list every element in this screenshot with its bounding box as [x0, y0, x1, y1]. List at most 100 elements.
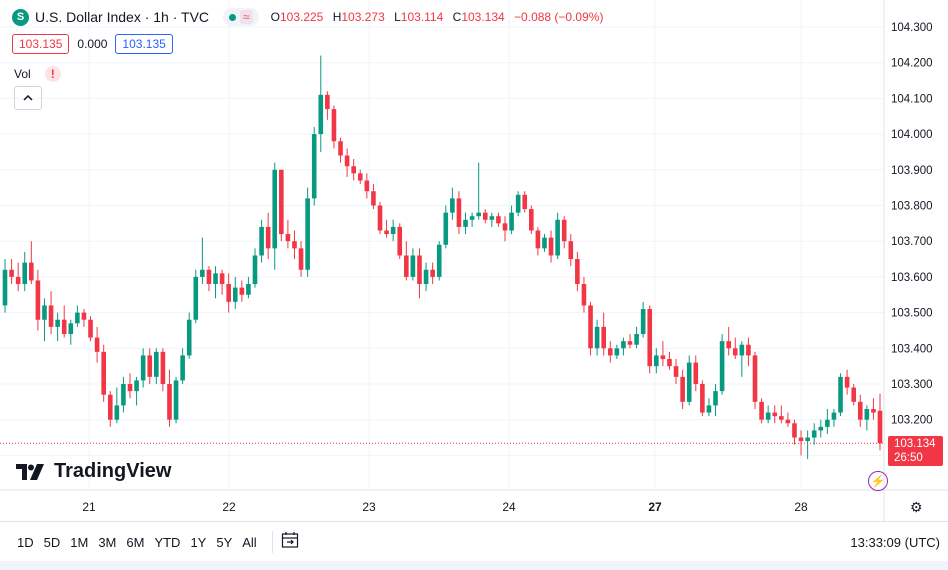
candle-body: [732, 348, 738, 356]
market-status-pill[interactable]: ≈: [223, 8, 259, 26]
candle-body: [706, 405, 712, 413]
candle-body: [147, 355, 153, 377]
timeframe-5y[interactable]: 5Y: [216, 534, 233, 550]
candle-body: [522, 194, 528, 210]
candle-body: [404, 255, 409, 277]
candle-body: [371, 191, 376, 206]
x-tick-label: 22: [222, 500, 236, 514]
ohlc-open-label: O: [270, 10, 280, 24]
timeframe-5d[interactable]: 5D: [43, 534, 61, 550]
candle-body: [785, 419, 791, 424]
candle-body: [752, 355, 758, 402]
y-tick-label: 103.800: [891, 201, 933, 213]
candle-body: [581, 284, 587, 306]
order-boxes: 103.135 0.000 103.135: [12, 34, 173, 54]
candle-body: [357, 173, 363, 181]
candle-body: [871, 408, 876, 413]
candle-body: [292, 241, 297, 249]
candle-body: [167, 384, 172, 420]
candle-body: [772, 412, 778, 417]
candle-body: [351, 166, 356, 174]
buy-price-box[interactable]: 103.135: [115, 34, 173, 54]
candle-body: [660, 355, 666, 360]
candle-body: [594, 326, 600, 349]
candle-body: [423, 269, 429, 285]
candle-body: [811, 430, 817, 438]
candle-body: [877, 410, 883, 444]
y-tick-label: 103.400: [891, 343, 933, 355]
candle-body: [338, 141, 343, 156]
ohlc-close-value: 103.134: [461, 10, 505, 24]
candle-body: [430, 269, 435, 277]
candle-body: [476, 212, 481, 217]
timeframe-1m[interactable]: 1M: [70, 534, 89, 550]
ohlc-readout: O103.225 H103.273 L103.114 C103.134 −0.0…: [271, 10, 610, 24]
timeframe-buttons: 1D 5D 1M 3M 6M YTD 1Y 5Y All: [12, 535, 262, 550]
volume-label[interactable]: Vol: [14, 67, 31, 81]
timeframe-1d[interactable]: 1D: [17, 534, 34, 550]
ohlc-high-label: H: [332, 10, 342, 24]
candle-body: [469, 216, 475, 220]
symbol-title[interactable]: U.S. Dollar Index · 1h · TVC: [35, 9, 210, 25]
x-tick-label: 21: [82, 500, 96, 514]
candle-body: [844, 376, 850, 388]
logo-text: TradingView: [54, 460, 172, 482]
symbol-logo-icon[interactable]: S: [12, 8, 29, 26]
candle-body: [502, 223, 508, 231]
calendar-goto-icon[interactable]: [281, 531, 299, 553]
candle-body: [397, 226, 403, 256]
candle-body: [75, 312, 80, 324]
candle-body: [305, 198, 310, 270]
candle-body: [693, 362, 699, 384]
candle-body: [173, 380, 179, 420]
tradingview-logo[interactable]: TradingView: [16, 460, 171, 483]
candle-body: [325, 94, 330, 110]
market-open-dot-icon: [229, 13, 237, 21]
candle-body: [548, 237, 554, 256]
chart-grid: [0, 0, 884, 490]
candle-body: [390, 226, 396, 235]
candle-body: [121, 384, 126, 406]
candle-body: [318, 94, 324, 135]
candle-body: [798, 437, 804, 442]
candle-body: [22, 262, 28, 285]
candle-body: [450, 198, 455, 213]
candle-body: [686, 362, 692, 402]
timeframe-all[interactable]: All: [242, 534, 257, 550]
candlestick-chart[interactable]: 104.300 104.200 104.100 104.000 103.900 103.8…: [0, 0, 948, 521]
candle-body: [94, 337, 100, 352]
timeframe-6m[interactable]: 6M: [126, 534, 145, 550]
ohlc-high-value: 103.273: [341, 10, 385, 24]
candle-body: [831, 412, 837, 420]
y-tick-label: 103.700: [891, 236, 933, 248]
candle-body: [680, 376, 685, 402]
candle-body: [226, 284, 231, 302]
timeframe-3m[interactable]: 3M: [98, 534, 117, 550]
candle-body: [634, 334, 639, 345]
candle-body: [344, 155, 350, 167]
spread-value: 0.000: [77, 37, 108, 51]
candle-body: [364, 180, 370, 192]
candle-body: [246, 284, 251, 295]
chart-header: S U.S. Dollar Index · 1h · TVC ≈ O103.22…: [12, 6, 609, 28]
candle-body: [193, 276, 199, 320]
candle-body: [673, 366, 679, 377]
candle-body: [48, 305, 54, 327]
timeframe-ytd[interactable]: YTD: [154, 534, 181, 550]
gear-icon[interactable]: ⚙: [910, 499, 923, 515]
candle-body: [759, 401, 764, 420]
sell-price-box[interactable]: 103.135: [12, 34, 70, 54]
warning-icon[interactable]: !: [44, 66, 61, 82]
lightning-icon[interactable]: ⚡: [868, 471, 888, 491]
y-tick-label: 104.200: [891, 58, 933, 70]
candle-body: [35, 280, 41, 320]
utc-clock[interactable]: 13:33:09 (UTC): [850, 534, 940, 550]
candle-body: [2, 269, 8, 306]
candle-body: [555, 219, 560, 256]
candle-body: [384, 230, 389, 235]
candle-body: [206, 269, 212, 285]
collapse-legend-button[interactable]: [14, 86, 42, 110]
timeframe-1y[interactable]: 1Y: [190, 534, 207, 550]
candle-body: [200, 269, 205, 277]
candle-body: [134, 380, 139, 392]
